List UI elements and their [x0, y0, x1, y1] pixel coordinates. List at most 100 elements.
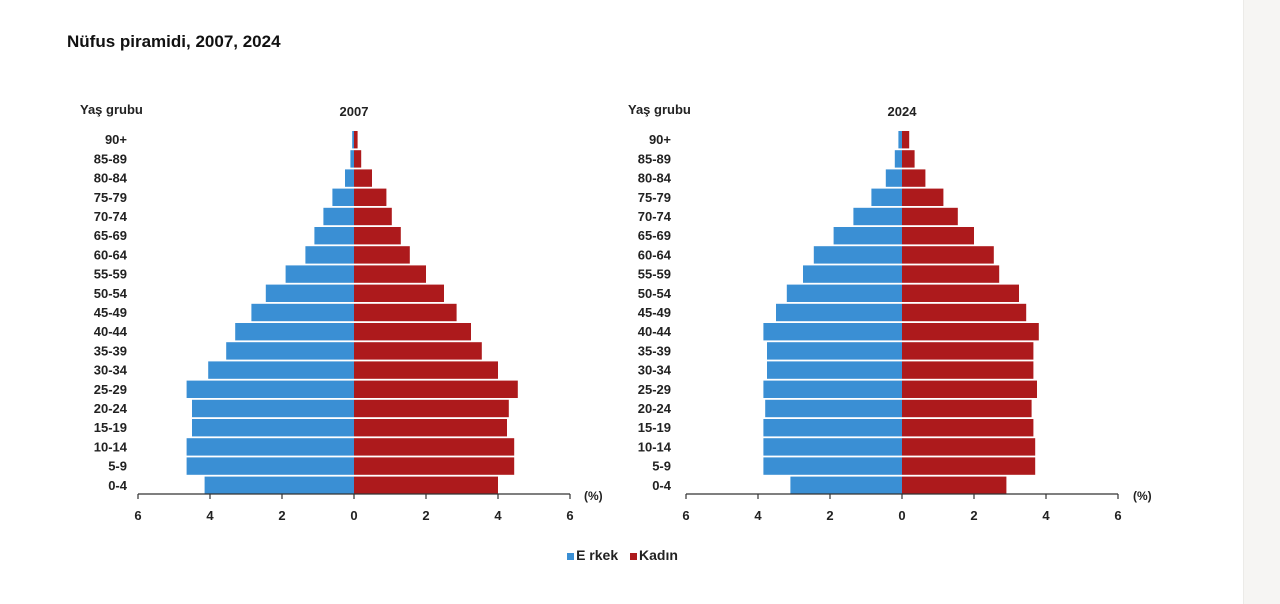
panel-2024-age-label: 35-39 — [638, 343, 671, 358]
panel-2007-age-label: 70-74 — [94, 209, 128, 224]
panel-2024-age-label: 10-14 — [638, 439, 672, 454]
panel-2024-bar-female-5-9 — [902, 457, 1036, 475]
panel-2007-x-tick-label: 2 — [422, 508, 429, 523]
panel-2024-bar-female-15-19 — [902, 419, 1034, 437]
panel-2024-age-label: 40-44 — [638, 324, 672, 339]
panel-2024-bar-male-40-44 — [763, 323, 902, 341]
panel-2007-age-label: 25-29 — [94, 382, 127, 397]
legend-item-female: Kadın — [630, 547, 678, 563]
panel-2024-bar-male-55-59 — [803, 265, 902, 283]
panel-2024-x-tick-label: 4 — [1042, 508, 1050, 523]
panel-2007-age-label: 20-24 — [94, 401, 128, 416]
panel-2007-bar-female-55-59 — [354, 265, 426, 283]
panel-2007-x-tick-label: 4 — [206, 508, 214, 523]
panel-2024-x-tick-label: 2 — [970, 508, 977, 523]
panel-2024-age-label: 5-9 — [652, 459, 671, 474]
panel-2024-x-tick-label: 0 — [898, 508, 905, 523]
panel-2007-bar-male-25-29 — [186, 380, 354, 398]
panel-2007-bar-female-5-9 — [354, 457, 515, 475]
panel-2024-bar-male-30-34 — [767, 361, 902, 379]
panel-2024-bar-female-40-44 — [902, 323, 1039, 341]
panel-2007-bar-male-20-24 — [192, 399, 354, 418]
panel-2024-age-label: 75-79 — [638, 190, 671, 205]
panel-2024-bar-female-30-34 — [902, 361, 1034, 379]
panel-2024-bar-female-70-74 — [902, 207, 958, 226]
panel-2007-bar-female-15-19 — [354, 419, 507, 437]
panel-2024-age-label: 50-54 — [638, 286, 672, 301]
panel-2024-bar-male-85-89 — [894, 150, 902, 168]
panel-2007-bar-male-50-54 — [265, 284, 354, 302]
panel-2024-age-label: 0-4 — [652, 478, 672, 493]
panel-2024-x-tick-label: 4 — [754, 508, 762, 523]
panel-2007-bar-female-60-64 — [354, 246, 410, 264]
panel-2007-bar-male-65-69 — [314, 227, 354, 245]
panel-2024-bar-male-50-54 — [786, 284, 902, 302]
panel-2007-age-label: 50-54 — [94, 286, 128, 301]
panel-2024-x-tick-label: 6 — [1114, 508, 1121, 523]
panel-2007-bar-female-0-4 — [354, 476, 498, 494]
panel-2007-bar-female-65-69 — [354, 227, 401, 245]
panel-2007-age-label: 75-79 — [94, 190, 127, 205]
square-swatch-icon — [630, 552, 638, 560]
panel-2024-age-label: 20-24 — [638, 401, 672, 416]
panel-2024-age-label: 90+ — [649, 132, 671, 147]
panel-2024-bar-female-50-54 — [902, 284, 1019, 302]
panel-2007-bar-male-90+ — [352, 131, 354, 149]
panel-2024-age-label: 15-19 — [638, 420, 671, 435]
panel-2007-age-label: 40-44 — [94, 324, 128, 339]
panel-2007-age-label: 90+ — [105, 132, 127, 147]
panel-2024-age-label: 60-64 — [638, 247, 672, 262]
panel-2024-age-label: 25-29 — [638, 382, 671, 397]
panel-2024-bar-female-0-4 — [902, 476, 1007, 494]
panel-2007-bar-female-90+ — [354, 131, 358, 149]
panel-2007-bar-male-80-84 — [345, 169, 354, 187]
panel-2024-bar-male-5-9 — [763, 457, 902, 475]
panel-2007-bar-male-0-4 — [204, 476, 354, 494]
panel-2007-bar-male-45-49 — [251, 303, 354, 322]
panel-2024-bar-female-65-69 — [902, 227, 974, 245]
panel-2007-age-label: 85-89 — [94, 151, 127, 166]
panel-2024-x-tick-label: 6 — [682, 508, 689, 523]
panel-2024-bar-female-10-14 — [902, 438, 1036, 456]
panel-2024-bar-female-55-59 — [902, 265, 1000, 283]
panel-2007-x-tick-label: 6 — [566, 508, 573, 523]
panel-2007-bar-male-55-59 — [285, 265, 354, 283]
panel-2024-age-label: 45-49 — [638, 305, 671, 320]
legend-label-male: E rkek — [576, 547, 619, 563]
panel-2024-bar-female-35-39 — [902, 342, 1034, 360]
panel-2024-ylabel: Yaş grubu — [628, 102, 691, 117]
panel-2007-x-tick-label: 0 — [350, 508, 357, 523]
panel-2024-bar-male-0-4 — [790, 476, 902, 494]
panel-2007-bar-female-30-34 — [354, 361, 498, 379]
panel-2007-bar-male-70-74 — [323, 207, 354, 226]
panel-2024-bar-female-20-24 — [902, 399, 1032, 418]
panel-2007-age-label: 30-34 — [94, 363, 128, 378]
panel-2007-bar-female-80-84 — [354, 169, 372, 187]
panel-2007-bar-male-30-34 — [208, 361, 354, 379]
panel-2007-age-label: 45-49 — [94, 305, 127, 320]
panel-2007-bar-female-70-74 — [354, 207, 392, 226]
panel-2007-age-label: 15-19 — [94, 420, 127, 435]
panel-2007-x-tick-label: 4 — [494, 508, 502, 523]
panel-2007-bar-female-35-39 — [354, 342, 482, 360]
panel-2007-age-label: 55-59 — [94, 267, 127, 282]
decorative-pattern-strip — [1243, 0, 1280, 604]
panel-2024-bar-male-35-39 — [767, 342, 902, 360]
panel-2024-age-label: 70-74 — [638, 209, 672, 224]
panel-2024-bar-female-80-84 — [902, 169, 926, 187]
panel-2024-bar-male-25-29 — [763, 380, 902, 398]
panel-2007-bar-female-75-79 — [354, 188, 387, 206]
square-swatch-icon — [567, 552, 575, 560]
panel-2007-bar-female-25-29 — [354, 380, 518, 398]
panel-2024-bar-male-90+ — [898, 131, 902, 149]
panel-2007-bar-female-40-44 — [354, 323, 471, 341]
panel-2007-age-label: 60-64 — [94, 247, 128, 262]
panel-2007-bar-male-60-64 — [305, 246, 354, 264]
panel-2024-age-label: 30-34 — [638, 363, 672, 378]
panel-2024-bar-female-60-64 — [902, 246, 994, 264]
panel-2024-bar-male-20-24 — [765, 399, 902, 418]
panel-2007-x-unit-label: (%) — [584, 489, 603, 503]
panel-2024-age-label: 55-59 — [638, 267, 671, 282]
panel-2024-age-label: 80-84 — [638, 171, 672, 186]
panel-2024-bar-male-75-79 — [871, 188, 902, 206]
